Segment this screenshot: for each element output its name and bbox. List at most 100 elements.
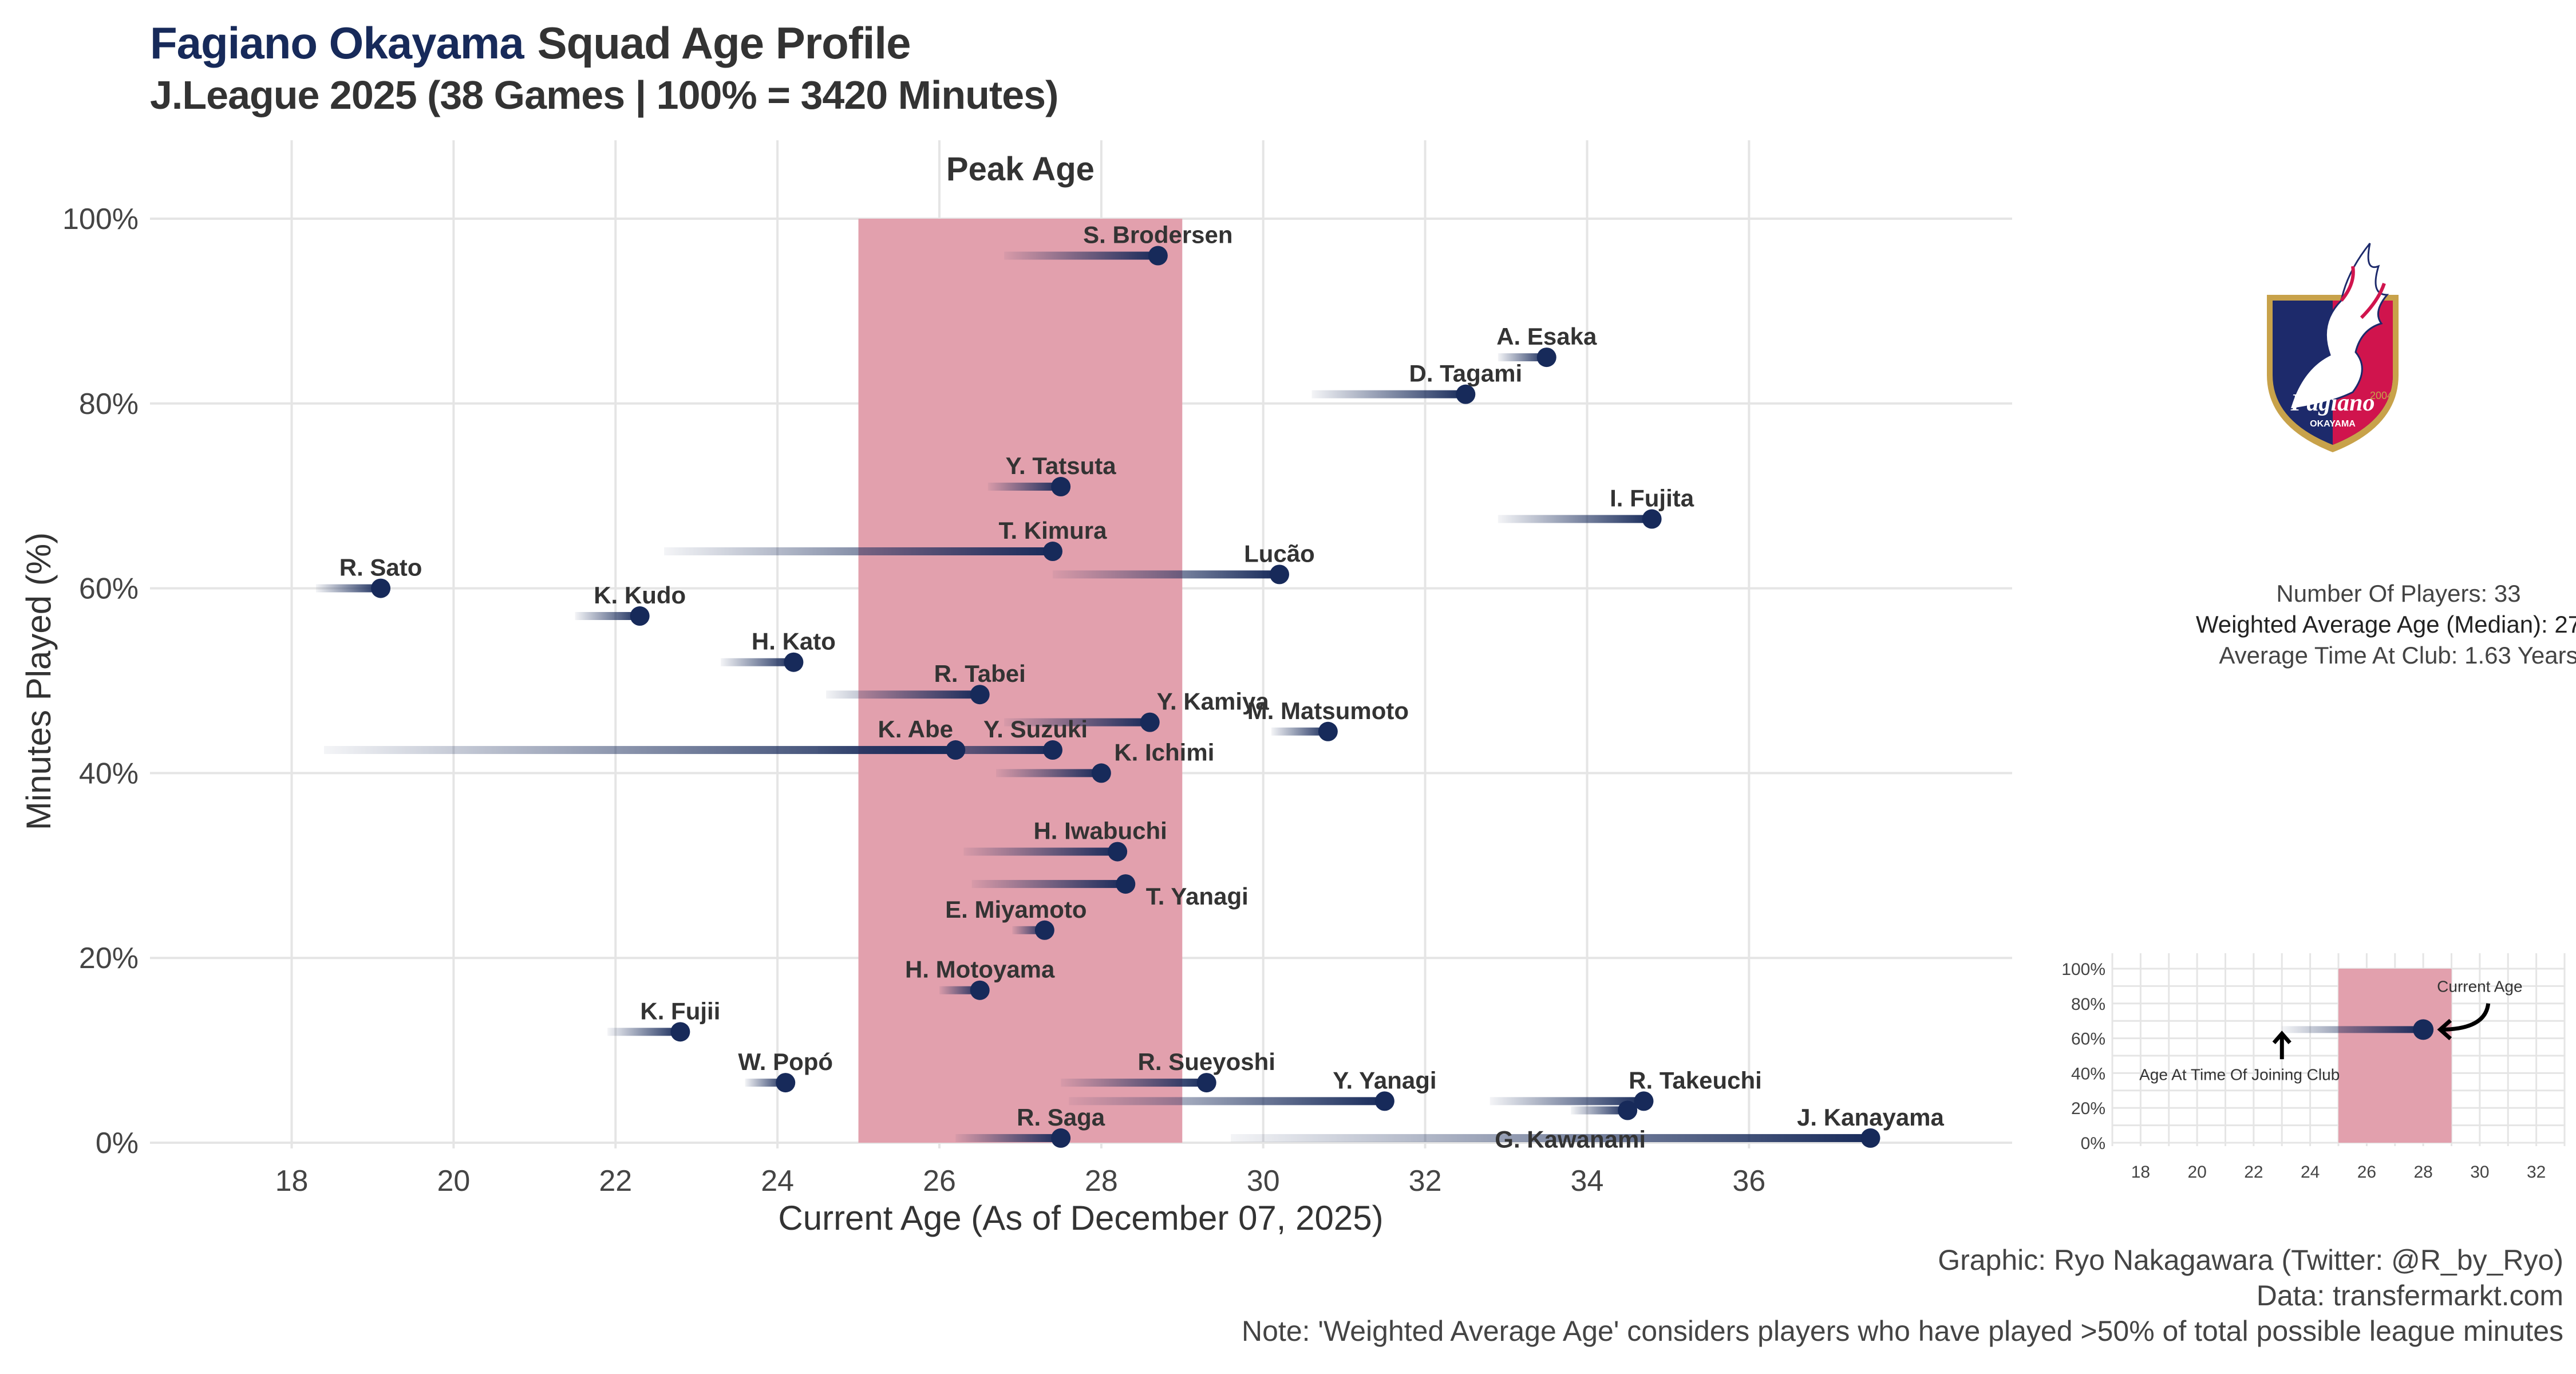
y-axis-title: Minutes Played (%) [19,532,58,830]
player-point [784,652,804,672]
tenure-segment [1498,515,1652,523]
graphic-credit: Graphic: Ryo Nakagawara (Twitter: @R_by_… [1938,1244,2563,1276]
peak-age-band [858,219,1183,1143]
player-label: K. Ichimi [1114,739,1214,765]
tenure-segment [1004,251,1158,260]
legend-current-age-label: Current Age [2437,977,2522,995]
player-label: R. Sato [339,554,422,581]
player-point [970,685,990,705]
player-label: Y. Suzuki [983,716,1088,743]
y-tick-label: 40% [79,757,139,790]
y-tick-label: 80% [79,388,139,421]
player-point [1042,740,1062,760]
legend-point [2413,1019,2434,1040]
tenure-segment [1004,718,1150,727]
player-point [1618,1100,1638,1120]
x-tick-label: 32 [1409,1164,1442,1198]
player-point [1091,763,1111,783]
legend-x-tick-label: 32 [2527,1163,2546,1182]
tenure-segment [971,880,1126,889]
legend-current-arrowhead [2437,1018,2452,1041]
average-tenure: Average Time At Club: 1.63 Years [2219,642,2576,669]
legend-x-tick-label: 22 [2244,1163,2263,1182]
player-label: R. Sueyoshi [1138,1048,1275,1075]
tenure-segment [1061,1079,1207,1087]
player-label: T. Kimura [998,517,1107,544]
player-point [1634,1091,1654,1111]
x-tick-label: 30 [1247,1164,1280,1198]
legend-y-tick-label: 100% [2061,960,2105,979]
title-rest: Squad Age Profile [537,18,911,68]
tenure-segment [955,1134,1061,1142]
player-point [630,606,650,626]
player-label: W. Popó [738,1048,833,1075]
player-point [1140,712,1160,732]
tenure-segment [987,483,1061,491]
legend-y-tick-label: 0% [2081,1134,2105,1153]
player-label: K. Fujii [640,997,720,1024]
player-point [1034,920,1054,940]
player-label: R. Saga [1017,1104,1105,1131]
tenure-segment [745,1079,786,1087]
tenure-segment [1311,390,1466,398]
tenure-segment [607,1028,681,1036]
credits: Graphic: Ryo Nakagawara (Twitter: @R_by_… [1242,1242,2563,1349]
fagiano-okayama-crest-icon: 2004 Fagiano OKAYAMA [2267,243,2399,452]
x-axis-title: Current Age (As of December 07, 2025) [778,1199,1383,1237]
player-point [1536,348,1556,368]
tenure-segment [1271,727,1328,736]
tenure-segment [995,769,1101,777]
player-point [1148,246,1168,266]
player-label: Y. Tatsuta [1006,452,1117,479]
tenure-segment [963,847,1118,856]
legend-x-tick-label: 30 [2470,1163,2489,1182]
player-point [1270,564,1290,585]
player-label: Y. Kamiya [1157,688,1270,715]
player-label: J. Kanayama [1797,1104,1944,1131]
legend-current-arrow [2440,1003,2491,1032]
x-tick-label: 26 [923,1164,956,1198]
player-point [1108,842,1128,862]
data-credit: Data: transfermarkt.com [2256,1280,2563,1312]
player-label: S. Brodersen [1083,222,1232,248]
legend-joining-age-label: Age At Time Of Joining Club [2139,1065,2340,1083]
player-point [1051,1128,1071,1148]
x-tick-label: 22 [599,1164,632,1198]
crest-city: OKAYAMA [2310,419,2356,429]
x-tick-label: 36 [1732,1164,1765,1198]
player-label: R. Tabei [934,660,1026,687]
legend-peak-band [2338,969,2452,1143]
player-label: I. Fujita [1610,485,1694,512]
x-tick-label: 18 [275,1164,309,1198]
player-label: K. Abe [878,716,953,743]
player-point [1116,874,1136,894]
legend-y-tick-label: 40% [2071,1064,2105,1083]
x-tick-label: 34 [1571,1164,1604,1198]
crest-year: 2004 [2370,390,2393,401]
legend-joining-arrowhead [2272,1030,2291,1044]
player-label: A. Esaka [1496,323,1597,350]
legend-x-tick-label: 28 [2413,1163,2432,1182]
player-label: E. Miyamoto [945,896,1086,923]
player-label: M. Matsumoto [1247,697,1409,724]
legend-y-tick-label: 80% [2071,995,2105,1014]
tenure-segment [324,746,956,755]
player-point [371,578,391,598]
y-tick-label: 100% [62,203,139,236]
player-label: Y. Yanagi [1333,1067,1436,1093]
player-point [1318,721,1338,741]
squad-info: Number Of Players: 33 Weighted Average A… [2084,578,2576,671]
player-point [946,740,966,760]
legend-x-tick-label: 20 [2187,1163,2206,1182]
club-crest: 2004 Fagiano OKAYAMA [2255,232,2410,455]
player-point [1196,1073,1216,1093]
player-label: D. Tagami [1409,360,1523,387]
tenure-segment [664,547,1053,556]
tenure-segment [1498,353,1547,362]
tenure-segment [1490,1097,1644,1105]
tenure-segment [825,690,980,699]
note-credit: Note: 'Weighted Average Age' considers p… [1242,1315,2563,1347]
chart-subtitle: J.League 2025 (38 Games | 100% = 3420 Mi… [150,73,1058,117]
player-point [1456,384,1476,404]
